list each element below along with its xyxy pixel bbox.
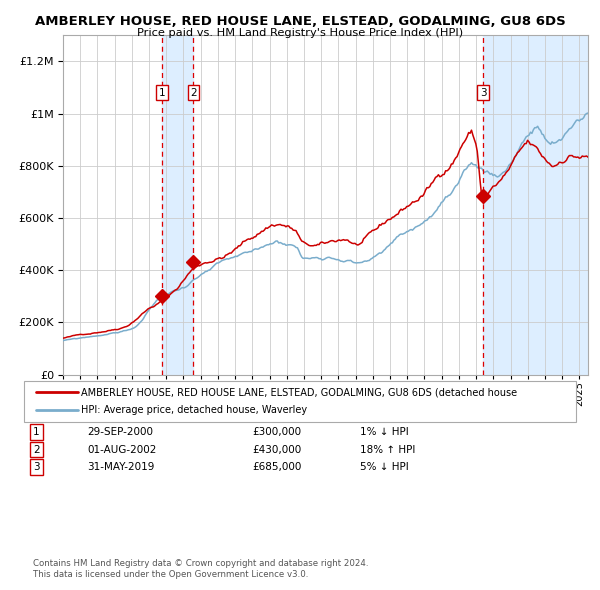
Text: Contains HM Land Registry data © Crown copyright and database right 2024.: Contains HM Land Registry data © Crown c… [33, 559, 368, 568]
Text: 1: 1 [33, 427, 40, 437]
Text: £300,000: £300,000 [252, 427, 301, 437]
Text: 5% ↓ HPI: 5% ↓ HPI [360, 463, 409, 472]
Text: 3: 3 [480, 88, 487, 98]
Text: 01-AUG-2002: 01-AUG-2002 [87, 445, 157, 454]
Text: HPI: Average price, detached house, Waverley: HPI: Average price, detached house, Wave… [81, 405, 307, 415]
Text: 18% ↑ HPI: 18% ↑ HPI [360, 445, 415, 454]
Bar [483, 35, 588, 375]
Text: AMBERLEY HOUSE, RED HOUSE LANE, ELSTEAD, GODALMING, GU8 6DS: AMBERLEY HOUSE, RED HOUSE LANE, ELSTEAD,… [35, 15, 565, 28]
Text: 1% ↓ HPI: 1% ↓ HPI [360, 427, 409, 437]
Bar [162, 35, 193, 375]
Text: £685,000: £685,000 [252, 463, 301, 472]
Text: 29-SEP-2000: 29-SEP-2000 [87, 427, 153, 437]
Text: 2: 2 [190, 88, 197, 98]
Text: AMBERLEY HOUSE, RED HOUSE LANE, ELSTEAD, GODALMING, GU8 6DS (detached house: AMBERLEY HOUSE, RED HOUSE LANE, ELSTEAD,… [81, 388, 517, 397]
Text: £430,000: £430,000 [252, 445, 301, 454]
Text: 1: 1 [158, 88, 165, 98]
Text: This data is licensed under the Open Government Licence v3.0.: This data is licensed under the Open Gov… [33, 571, 308, 579]
Text: 2: 2 [33, 445, 40, 454]
Text: 3: 3 [33, 463, 40, 472]
Text: Price paid vs. HM Land Registry's House Price Index (HPI): Price paid vs. HM Land Registry's House … [137, 28, 463, 38]
Text: 31-MAY-2019: 31-MAY-2019 [87, 463, 154, 472]
